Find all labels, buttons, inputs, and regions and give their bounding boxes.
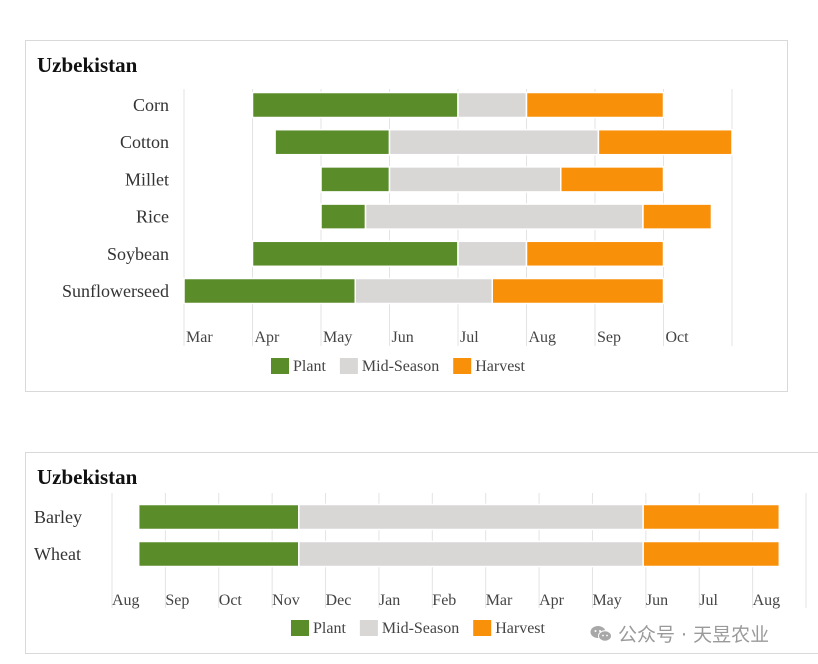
bar-mid-season: [457, 240, 528, 268]
tick-label: Apr: [539, 592, 565, 609]
tick-label: Oct: [666, 329, 690, 346]
tick-label: Feb: [432, 592, 456, 609]
legend-swatch: [453, 358, 472, 374]
bar-plant: [251, 91, 459, 119]
bar-plant: [274, 128, 391, 156]
tick-label: Jul: [699, 592, 718, 609]
tick-label: Sep: [165, 592, 189, 609]
bar-plant: [183, 277, 356, 305]
tick-label: Oct: [219, 592, 243, 609]
bar-mid-season: [388, 128, 600, 156]
category-label: Rice: [136, 207, 169, 227]
chart-panel-summer-crops: Uzbekistan Corn Cotton Millet Rice Soybean Su…: [25, 40, 788, 392]
bar-mid-season: [457, 91, 528, 119]
watermark-text: 公众号 · 天昱农业: [618, 624, 770, 646]
bar-plant: [137, 503, 300, 531]
bar-harvest: [560, 166, 665, 193]
legend-label: Harvest: [495, 620, 545, 637]
tick-label: Nov: [272, 592, 300, 609]
category-label: Sunflowerseed: [62, 281, 169, 301]
crop-calendar-chart: Barley Wheat Aug Sep Oct Nov Dec Jan Feb Mar Apr Ma…: [34, 493, 807, 637]
chart-panel-winter-crops: Uzbekistan Barley Wheat Aug Sep Oct Nov Dec Jan…: [25, 452, 818, 654]
legend-swatch: [359, 620, 378, 636]
bar-plant: [320, 166, 391, 193]
legend-swatch: [271, 358, 289, 374]
bar-harvest: [642, 203, 713, 230]
tick-label: Mar: [486, 592, 513, 609]
wechat-icon: [590, 625, 612, 643]
tick-label: Aug: [112, 592, 140, 609]
bar-plant: [251, 240, 459, 268]
tick-label: Aug: [529, 329, 557, 346]
tick-label: May: [592, 592, 621, 609]
crop-calendar-chart: Corn Cotton Millet Rice Soybean Sunflowerseed…: [62, 89, 733, 375]
tick-label: Jun: [392, 329, 414, 346]
category-label: Wheat: [34, 544, 81, 564]
bar-mid-season: [388, 166, 562, 193]
legend-swatch: [291, 620, 309, 636]
bar-harvest: [597, 128, 733, 156]
bar-harvest: [491, 277, 665, 305]
bar-mid-season: [354, 277, 493, 305]
bar-harvest: [525, 91, 665, 119]
watermark: 公众号 · 天昱农业: [590, 620, 769, 647]
category-label: Millet: [125, 169, 169, 189]
legend-swatch: [339, 358, 358, 374]
legend-label: Mid-Season: [382, 620, 459, 637]
legend-label: Mid-Season: [362, 358, 439, 375]
chart-title: Uzbekistan: [37, 53, 138, 77]
tick-label: Dec: [326, 592, 352, 609]
category-label: Barley: [34, 507, 82, 527]
legend-swatch: [473, 620, 492, 636]
category-label: Corn: [133, 95, 169, 115]
chart-title: Uzbekistan: [37, 465, 138, 489]
bar-harvest: [642, 540, 781, 568]
bar-harvest: [642, 503, 781, 531]
tick-label: Jan: [379, 592, 400, 609]
category-label: Cotton: [120, 132, 169, 152]
bar-mid-season: [298, 540, 644, 568]
tick-label: Sep: [597, 329, 621, 346]
tick-label: Apr: [255, 329, 281, 346]
tick-label: Aug: [753, 592, 781, 609]
tick-label: Mar: [186, 329, 213, 346]
bar-mid-season: [364, 203, 644, 230]
tick-label: Jul: [460, 329, 479, 346]
bar-plant: [137, 540, 300, 568]
legend-label: Plant: [313, 620, 346, 637]
bar-plant: [320, 203, 367, 230]
category-label: Soybean: [107, 244, 169, 264]
tick-label: Jun: [646, 592, 668, 609]
legend-label: Plant: [293, 358, 326, 375]
tick-label: May: [323, 329, 352, 346]
bar-mid-season: [298, 503, 644, 531]
legend-label: Harvest: [475, 358, 525, 375]
bar-harvest: [525, 240, 665, 268]
